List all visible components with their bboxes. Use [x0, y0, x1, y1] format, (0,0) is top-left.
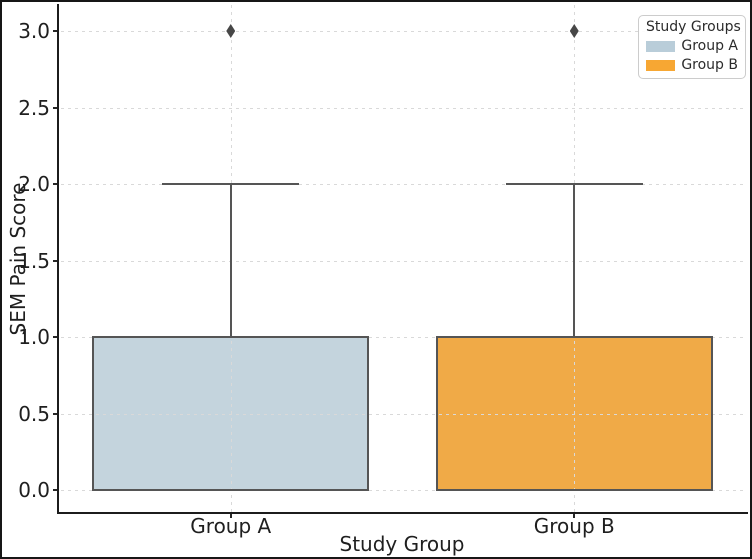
upper-whisker-cap	[505, 183, 643, 185]
median-line	[93, 336, 369, 338]
horizontal-gridline	[61, 184, 746, 185]
x-tick	[573, 512, 576, 518]
legend-title: Study Groups	[646, 19, 741, 35]
y-tick	[53, 259, 59, 262]
horizontal-gridline	[61, 260, 746, 262]
horizontal-gridline	[61, 337, 746, 338]
outlier-diamond	[226, 24, 236, 38]
y-tick-label: 2.0	[18, 172, 50, 196]
y-axis-label: SEM Pain Score	[6, 182, 30, 336]
y-tick	[53, 336, 59, 338]
x-tick-label: Group A	[190, 514, 272, 538]
legend-swatch-icon	[646, 41, 675, 52]
legend-rows: Group A Group B	[646, 38, 738, 74]
horizontal-gridline	[61, 31, 746, 32]
y-tick-label: 0.0	[18, 478, 50, 502]
y-tick	[53, 489, 59, 491]
upper-whisker-cap	[162, 183, 300, 185]
legend-row: Group A	[646, 38, 738, 55]
y-tick	[53, 412, 59, 415]
box-edge	[92, 336, 370, 491]
x-tick	[229, 512, 232, 518]
y-tick	[53, 30, 59, 32]
median-line	[436, 336, 712, 338]
legend-swatch-icon	[646, 60, 675, 71]
legend-label: Group B	[681, 57, 738, 73]
y-tick-label: 3.0	[18, 19, 50, 43]
y-tick-label: 0.5	[18, 401, 50, 426]
legend-row: Group B	[646, 57, 738, 74]
upper-whisker	[573, 184, 576, 337]
y-tick	[53, 106, 59, 109]
y-tick-label: 1.5	[18, 248, 50, 273]
y-tick-label: 1.0	[18, 325, 50, 349]
legend-label: Group A	[681, 38, 738, 54]
horizontal-gridline	[61, 107, 746, 109]
upper-whisker	[229, 184, 232, 337]
left-spine	[57, 4, 59, 512]
y-tick	[53, 183, 59, 185]
x-tick-label: Group B	[533, 514, 615, 538]
x-axis-label: Study Group	[339, 532, 465, 556]
box-edge	[435, 336, 713, 491]
outlier-diamond	[569, 24, 579, 38]
y-tick-label: 2.5	[18, 95, 50, 120]
horizontal-gridline	[61, 413, 746, 415]
horizontal-gridline	[61, 490, 746, 491]
bottom-spine	[57, 512, 748, 514]
legend: Study Groups Group A Group B	[638, 15, 746, 79]
